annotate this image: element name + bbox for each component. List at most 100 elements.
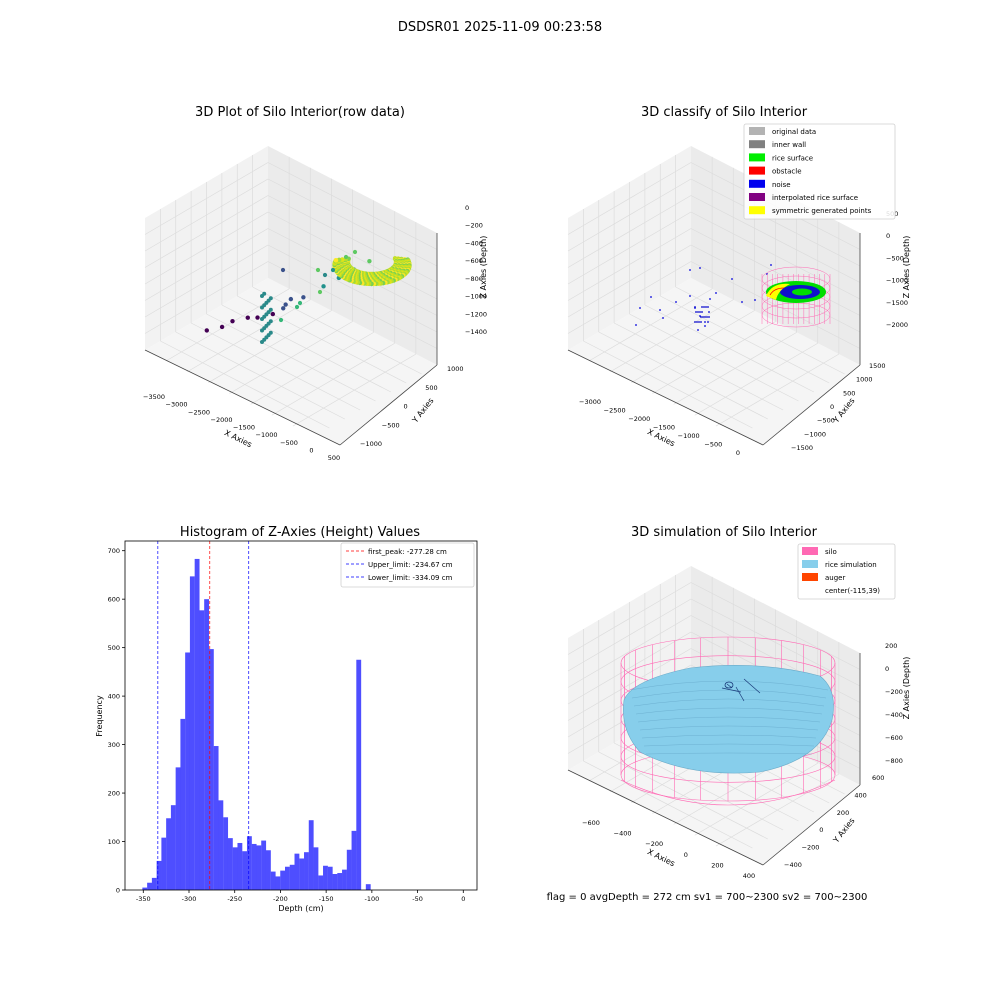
y-tick-label: 400 [108, 693, 120, 701]
noise-point [731, 278, 733, 280]
tick-label: −400 [465, 239, 483, 247]
tick-label: −1000 [360, 440, 382, 448]
scatter-point [330, 267, 336, 273]
tick-label: 0 [819, 826, 823, 834]
y-tick-label: 300 [108, 741, 120, 749]
scatter-point [315, 267, 321, 273]
grid-line [229, 321, 353, 394]
legend-swatch [749, 166, 765, 175]
tick-label: −2000 [628, 415, 650, 423]
tick-label: 0 [684, 851, 688, 859]
tick-label: −200 [465, 222, 483, 230]
histogram-bar [175, 767, 181, 890]
legend-label: symmetric generated points [772, 207, 872, 215]
grid-line [190, 322, 361, 411]
histogram-bar [280, 870, 286, 890]
legend-label: silo [825, 548, 837, 556]
histogram-bar [346, 849, 352, 890]
noise-point [741, 301, 743, 303]
tick-label: −1200 [465, 310, 487, 318]
tick-label: −2500 [604, 407, 626, 415]
histogram-y-label: Frequency [95, 695, 104, 737]
panel4-x-label: X Axies [646, 847, 677, 868]
status-line: flag = 0 avgDepth = 272 cm sv1 = 700~230… [547, 892, 868, 903]
grid-line [613, 322, 784, 411]
histogram-bar [285, 866, 290, 890]
scatter-point [230, 318, 235, 324]
grid-line [567, 211, 692, 285]
histogram-bar [318, 875, 324, 890]
tick-label: −3500 [143, 393, 165, 401]
tick-label: −400 [784, 861, 802, 869]
tick-label: −3000 [579, 398, 601, 406]
panel4-title: 3D simulation of Silo Interior [631, 525, 818, 540]
tick-label: −2000 [211, 416, 233, 424]
legend-label: Lower_limit: -334.09 cm [368, 574, 453, 582]
rice-simulation-surface [623, 665, 834, 774]
tick-label: 1000 [447, 365, 464, 373]
histogram-legend-frame [340, 542, 475, 588]
legend-swatch [749, 206, 765, 215]
scatter-point [268, 330, 273, 335]
noise-point [696, 321, 698, 323]
noise-point [701, 311, 703, 313]
grid-line [267, 211, 438, 300]
grid-line [694, 762, 818, 836]
surface-mesh [635, 707, 823, 715]
grid-line [339, 364, 438, 446]
noise-point [659, 309, 661, 311]
tick-label: −200 [885, 688, 903, 696]
noise-point [707, 321, 709, 323]
x-tick-label: -300 [182, 895, 197, 903]
scatter-point [262, 291, 267, 296]
legend-swatch [749, 193, 765, 201]
noise-point [697, 311, 699, 313]
scatter-point [204, 328, 209, 333]
tick-label: −200 [645, 840, 663, 848]
symmetric-points [766, 283, 790, 300]
grid-line [567, 178, 692, 252]
panel1-axes-box [144, 146, 438, 446]
tick-label: −1000 [465, 293, 487, 301]
scatter-point [321, 284, 326, 289]
grid-line [292, 353, 417, 427]
grid-line [160, 340, 330, 429]
noise-point [699, 267, 701, 269]
tick-label: 1000 [856, 376, 873, 384]
grid-line [267, 162, 438, 250]
grid-line [267, 178, 438, 267]
panel4-y-ticks: 600 400 200 0 −200 −400 [784, 774, 884, 869]
tick-label: 0 [885, 665, 889, 673]
x-tick-label: -350 [136, 895, 151, 903]
grid-line [144, 211, 269, 285]
panel2-z-label: Z Axies (Depth) [902, 236, 911, 299]
histogram-y-ticks: 0 100 200 300 400 500 600 700 [108, 547, 125, 895]
tick-label: −500 [886, 254, 904, 262]
grid-line [690, 582, 861, 670]
legend-label: rice surface [772, 154, 813, 162]
histogram-bar [242, 851, 248, 890]
surface-mesh [643, 743, 815, 747]
histogram-bar [275, 876, 281, 890]
scatter-point [343, 254, 349, 260]
grid-line [613, 742, 784, 831]
legend-swatch [802, 560, 818, 568]
histogram-bar [337, 873, 343, 890]
tick-label: −500 [817, 417, 835, 425]
noise-point [704, 325, 706, 327]
histogram-bar [189, 576, 195, 890]
tick-label: 500 [843, 389, 855, 397]
tick-label: −500 [280, 439, 298, 447]
panel4-z-label: Z Axies (Depth) [902, 657, 911, 720]
x-tick-label: 0 [461, 895, 465, 903]
scatter-point [352, 249, 358, 255]
x-tick-label: -200 [273, 895, 288, 903]
tick-label: −1500 [233, 424, 255, 432]
legend-label: obstacle [772, 168, 802, 176]
tick-label: −600 [582, 819, 600, 827]
panel1-points [204, 249, 412, 344]
histogram-bar [170, 805, 176, 890]
y-tick-label: 600 [108, 596, 120, 604]
